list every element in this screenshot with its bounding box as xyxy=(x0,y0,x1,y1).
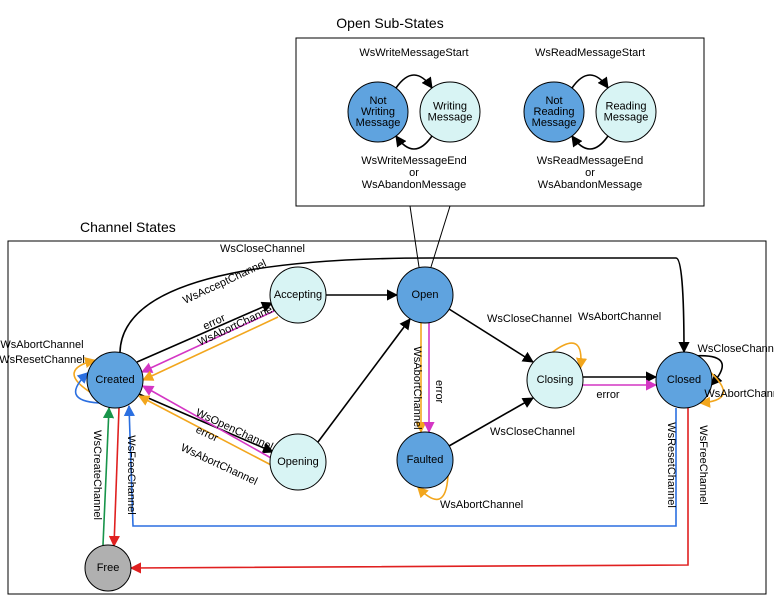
svg-text:Message: Message xyxy=(428,111,473,123)
svg-text:WsWriteMessageEnd: WsWriteMessageEnd xyxy=(361,155,467,167)
svg-text:WsCreateChannel: WsCreateChannel xyxy=(91,430,103,520)
svg-text:WsCloseChannel: WsCloseChannel xyxy=(487,313,572,325)
svg-text:or: or xyxy=(409,167,419,179)
svg-text:WsReadMessageStart: WsReadMessageStart xyxy=(535,47,645,59)
svg-text:Channel States: Channel States xyxy=(80,219,176,235)
edge-read-start xyxy=(572,75,608,88)
edge-opn-open xyxy=(318,319,410,442)
svg-text:Created: Created xyxy=(95,374,134,386)
svg-text:WsResetChannel: WsResetChannel xyxy=(0,354,85,366)
svg-text:Message: Message xyxy=(604,111,649,123)
svg-text:Closing: Closing xyxy=(537,374,574,386)
svg-text:Message: Message xyxy=(356,117,401,129)
edge-write-start xyxy=(396,75,432,88)
svg-text:WsFreeChannel: WsFreeChannel xyxy=(697,425,709,504)
svg-text:WsAbortChannel: WsAbortChannel xyxy=(578,311,661,323)
svg-text:WsAbortChannel: WsAbortChannel xyxy=(704,388,774,400)
svg-text:WsAbortChannel: WsAbortChannel xyxy=(411,346,423,429)
edge-read-end xyxy=(572,136,608,149)
svg-text:Faulted: Faulted xyxy=(407,454,444,466)
edge-fault-closing xyxy=(449,398,533,446)
svg-text:WsFreeChannel: WsFreeChannel xyxy=(125,435,137,514)
svg-text:Message: Message xyxy=(532,117,577,129)
svg-text:WsReadMessageEnd: WsReadMessageEnd xyxy=(537,155,643,167)
svg-text:error: error xyxy=(596,389,620,401)
svg-text:WsAbortChannel: WsAbortChannel xyxy=(0,339,83,351)
svg-text:WsCloseChannel: WsCloseChannel xyxy=(220,243,305,255)
svg-text:or: or xyxy=(585,167,595,179)
channel-states-box xyxy=(8,241,766,594)
svg-text:error: error xyxy=(433,380,445,404)
svg-text:WsAbandonMessage: WsAbandonMessage xyxy=(362,179,467,191)
edge-write-end xyxy=(396,136,432,149)
svg-text:Opening: Opening xyxy=(277,456,319,468)
svg-text:WsAcceptChannel: WsAcceptChannel xyxy=(181,258,268,307)
svg-text:Free: Free xyxy=(97,562,120,574)
svg-text:WsAbandonMessage: WsAbandonMessage xyxy=(538,179,643,191)
svg-text:WsResetChannel: WsResetChannel xyxy=(665,422,677,508)
svg-text:WsAbortChannel: WsAbortChannel xyxy=(179,442,259,488)
svg-text:WsWriteMessageStart: WsWriteMessageStart xyxy=(359,47,468,59)
svg-text:Closed: Closed xyxy=(667,374,701,386)
svg-text:Open Sub-States: Open Sub-States xyxy=(336,15,443,31)
svg-text:WsAbortChannel: WsAbortChannel xyxy=(440,499,523,511)
svg-text:Accepting: Accepting xyxy=(274,289,322,301)
svg-text:Open: Open xyxy=(412,289,439,301)
svg-text:WsCloseChannel: WsCloseChannel xyxy=(490,426,575,438)
svg-text:WsCloseChannel: WsCloseChannel xyxy=(698,343,774,355)
edge-free-created xyxy=(114,408,119,546)
